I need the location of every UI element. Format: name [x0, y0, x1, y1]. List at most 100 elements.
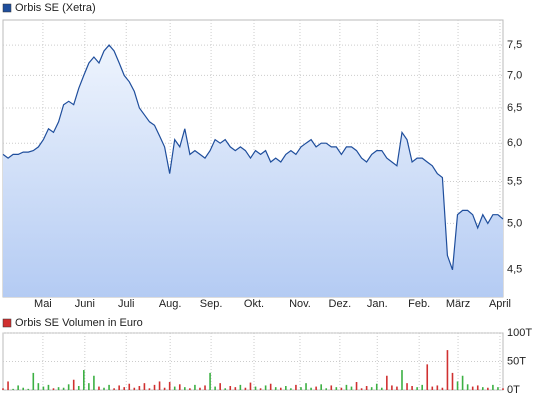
- y-tick-label: 6,5: [507, 102, 522, 114]
- volume-bar: [7, 381, 9, 390]
- volume-bar: [168, 382, 171, 390]
- volume-bar: [269, 383, 272, 390]
- x-tick-label: März: [446, 298, 470, 310]
- volume-bar: [416, 387, 418, 390]
- volume-bar: [229, 386, 232, 390]
- volume-bar: [199, 387, 201, 390]
- volume-bar: [72, 379, 75, 390]
- volume-bar: [370, 387, 373, 390]
- x-tick-label: Juni: [75, 298, 95, 310]
- volume-bar: [62, 387, 65, 390]
- volume-bar: [214, 386, 216, 390]
- volume-bar: [118, 385, 120, 390]
- volume-bar: [83, 370, 85, 390]
- volume-bar: [32, 372, 35, 390]
- legend-label: Orbis SE (Xetra): [15, 2, 96, 14]
- volume-bar: [148, 388, 151, 390]
- volume-bar: [345, 384, 348, 390]
- x-tick-label: Mai: [34, 298, 52, 310]
- volume-bar: [47, 384, 50, 390]
- volume-bar: [421, 384, 423, 390]
- volume-bar: [57, 387, 60, 390]
- volume-bar: [234, 387, 237, 390]
- volume-bar: [27, 388, 30, 390]
- volume-bar: [113, 388, 115, 390]
- y-tick-label: 0T: [507, 384, 520, 396]
- volume-bar: [471, 386, 474, 390]
- volume-bar: [451, 372, 454, 390]
- volume-bar: [481, 387, 484, 390]
- legend-swatch: [2, 318, 12, 328]
- volume-bar: [123, 387, 126, 390]
- volume-bar: [295, 384, 297, 390]
- y-tick-label: 5,0: [507, 217, 522, 229]
- volume-bar: [375, 383, 378, 390]
- volume-bar: [22, 387, 25, 390]
- volume-bar: [436, 385, 439, 390]
- x-tick-label: Jan.: [367, 298, 388, 310]
- volume-bar: [330, 385, 333, 390]
- volume-bar: [163, 387, 166, 390]
- volume-bar: [209, 372, 211, 390]
- volume-bar: [502, 388, 504, 390]
- volume-bar: [158, 381, 161, 390]
- volume-bar: [88, 383, 90, 390]
- y-tick-label: 50T: [507, 355, 526, 367]
- volume-bar: [401, 370, 403, 390]
- y-tick-label: 5,5: [507, 175, 522, 187]
- volume-bar: [77, 386, 80, 390]
- legend-label: Orbis SE Volumen in Euro: [15, 317, 143, 329]
- volume-bar: [264, 385, 267, 390]
- volume-bar: [128, 383, 131, 390]
- volume-bar: [431, 386, 434, 390]
- volume-bar: [133, 387, 136, 390]
- volume-bar: [98, 386, 100, 390]
- volume-bar: [310, 387, 312, 390]
- price-line: [2, 44, 504, 271]
- y-tick-label: 6,0: [507, 137, 522, 149]
- volume-bar: [497, 387, 499, 390]
- volume-bar: [456, 381, 459, 390]
- volume-bar: [249, 382, 252, 390]
- x-tick-label: Sep.: [200, 298, 223, 310]
- volume-bar: [108, 384, 110, 390]
- volume-bar: [153, 384, 156, 390]
- volume-bar: [224, 388, 227, 390]
- x-tick-label: Aug.: [159, 298, 182, 310]
- volume-bar: [355, 382, 358, 390]
- volume-bar: [411, 386, 413, 390]
- volume-bar: [204, 385, 206, 390]
- volume-bar: [178, 384, 181, 390]
- volume-bar: [396, 386, 398, 390]
- volume-bar: [340, 387, 343, 390]
- volume-bar: [441, 387, 444, 390]
- x-tick-label: Okt.: [244, 298, 264, 310]
- volume-bar: [466, 384, 469, 390]
- volume-bar: [365, 386, 368, 390]
- x-tick-label: Nov.: [289, 298, 311, 310]
- volume-bar: [320, 384, 322, 390]
- volume-bar: [274, 387, 277, 390]
- volume-bar: [315, 386, 317, 390]
- y-tick-label: 7,5: [507, 39, 522, 51]
- volume-bar: [335, 387, 338, 390]
- volume-bar: [138, 386, 141, 390]
- volume-bar: [350, 386, 353, 390]
- y-tick-label: 100T: [507, 327, 532, 339]
- volume-bar: [37, 383, 40, 390]
- volume-bar: [279, 387, 282, 390]
- volume-bar: [143, 383, 146, 390]
- price-area: [3, 45, 503, 297]
- x-tick-label: Feb.: [408, 298, 430, 310]
- volume-bar: [476, 385, 479, 390]
- volume-bar: [259, 388, 262, 390]
- y-tick-label: 7,0: [507, 69, 522, 81]
- legend-swatch: [2, 3, 12, 13]
- y-tick-label: 4,5: [507, 264, 522, 276]
- volume-bar: [173, 386, 176, 390]
- volume-bar: [360, 388, 363, 390]
- volume-bar: [239, 384, 242, 390]
- volume-bar: [391, 385, 393, 390]
